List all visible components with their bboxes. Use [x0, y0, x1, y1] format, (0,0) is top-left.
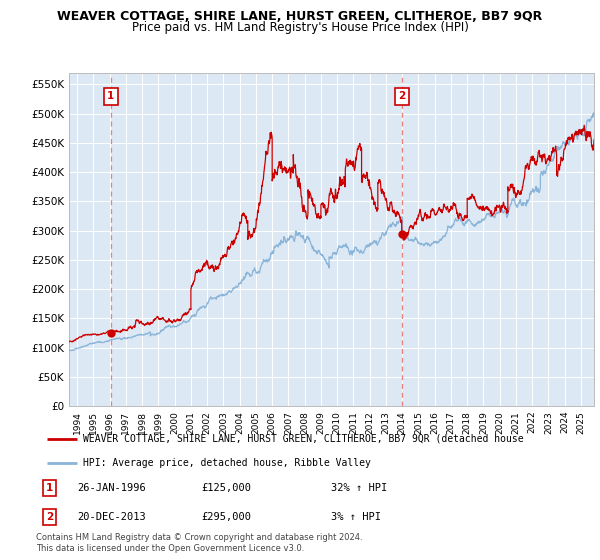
Text: £125,000: £125,000 — [202, 483, 251, 493]
Text: 3% ↑ HPI: 3% ↑ HPI — [331, 512, 382, 522]
Text: 20-DEC-2013: 20-DEC-2013 — [77, 512, 146, 522]
Text: HPI: Average price, detached house, Ribble Valley: HPI: Average price, detached house, Ribb… — [83, 458, 371, 468]
Text: 26-JAN-1996: 26-JAN-1996 — [77, 483, 146, 493]
Text: 2: 2 — [46, 512, 53, 522]
Text: Price paid vs. HM Land Registry's House Price Index (HPI): Price paid vs. HM Land Registry's House … — [131, 21, 469, 34]
Text: 2: 2 — [398, 91, 406, 101]
Text: Contains HM Land Registry data © Crown copyright and database right 2024.
This d: Contains HM Land Registry data © Crown c… — [36, 533, 362, 553]
Text: 1: 1 — [107, 91, 115, 101]
Text: £295,000: £295,000 — [202, 512, 251, 522]
Text: WEAVER COTTAGE, SHIRE LANE, HURST GREEN, CLITHEROE, BB7 9QR (detached house: WEAVER COTTAGE, SHIRE LANE, HURST GREEN,… — [83, 434, 524, 444]
Text: 32% ↑ HPI: 32% ↑ HPI — [331, 483, 388, 493]
Text: WEAVER COTTAGE, SHIRE LANE, HURST GREEN, CLITHEROE, BB7 9QR: WEAVER COTTAGE, SHIRE LANE, HURST GREEN,… — [58, 10, 542, 23]
Text: 1: 1 — [46, 483, 53, 493]
